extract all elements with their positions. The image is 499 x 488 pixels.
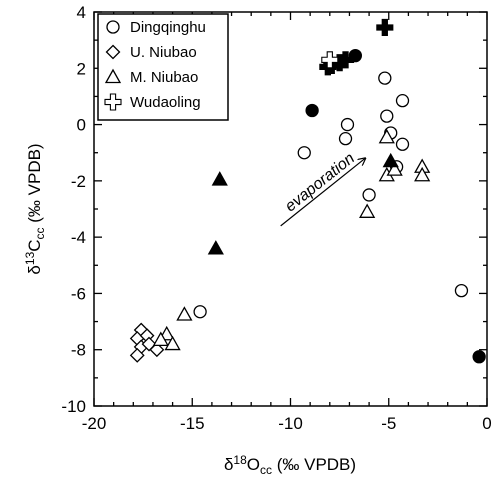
circle-point bbox=[395, 94, 410, 108]
circle-point bbox=[362, 188, 376, 202]
triangle-point bbox=[378, 128, 395, 144]
diamond-point bbox=[129, 347, 145, 363]
triangle-point bbox=[152, 331, 169, 347]
annotation-label: evaporation bbox=[282, 150, 358, 216]
x-tick-label: 0 bbox=[482, 414, 491, 433]
x-axis-title-sub: cc bbox=[260, 463, 272, 477]
circle-point bbox=[305, 103, 319, 118]
triangle-point bbox=[211, 171, 228, 186]
legend-label: U. Niubao bbox=[130, 44, 197, 61]
triangle-point bbox=[382, 152, 399, 168]
y-tick-label: -4 bbox=[71, 228, 86, 247]
circle-point bbox=[297, 146, 311, 160]
cross-point bbox=[376, 18, 394, 37]
annotation-layer: evaporation bbox=[280, 150, 365, 227]
x-axis-title-post: (‰ VPDB) bbox=[272, 455, 356, 474]
triangle-point bbox=[176, 306, 193, 321]
circle-point bbox=[472, 350, 486, 364]
y-tick-label: 0 bbox=[77, 116, 86, 135]
x-tick-label: -15 bbox=[180, 414, 205, 433]
legend-cross-icon bbox=[104, 93, 122, 111]
y-axis-title-pre: δ bbox=[25, 265, 44, 274]
cross-point bbox=[321, 51, 339, 69]
y-axis-title: δ13Ccc (‰ VPDB) bbox=[23, 143, 47, 274]
data-points bbox=[129, 18, 486, 364]
legend-label: M. Niubao bbox=[130, 69, 198, 86]
diamond-point bbox=[149, 342, 165, 358]
triangle-point bbox=[359, 203, 376, 218]
legend-circle-icon bbox=[106, 20, 120, 34]
circle-point bbox=[454, 283, 469, 298]
y-tick-label: -2 bbox=[71, 172, 86, 191]
y-tick-label: 4 bbox=[77, 3, 86, 22]
y-tick-label: -6 bbox=[71, 284, 86, 303]
x-tick-label: -20 bbox=[82, 414, 107, 433]
circle-point bbox=[338, 131, 353, 146]
triangle-point bbox=[164, 335, 181, 351]
y-tick-label: 2 bbox=[77, 59, 86, 78]
triangle-point bbox=[414, 166, 431, 182]
triangle-point bbox=[386, 161, 403, 176]
x-axis-title-pre: δ bbox=[224, 455, 233, 474]
y-tick-label: -8 bbox=[71, 341, 86, 360]
circle-point bbox=[380, 109, 394, 123]
circle-point bbox=[340, 117, 355, 132]
y-axis-title-sup: 13 bbox=[23, 251, 37, 265]
legend-label: Dingqinghu bbox=[130, 19, 206, 36]
legend-diamond-icon bbox=[105, 44, 121, 60]
x-tick-label: -10 bbox=[278, 414, 303, 433]
circle-point bbox=[193, 305, 207, 319]
legend: Dingqinghu U. Niubao M. Niubao Wudaoling bbox=[97, 13, 229, 121]
y-axis-title-main: C bbox=[25, 239, 44, 251]
circle-point bbox=[378, 71, 392, 85]
circle-point bbox=[395, 137, 410, 151]
y-tick-label: -10 bbox=[61, 397, 86, 416]
triangle-point bbox=[207, 240, 224, 255]
evaporation-arrow bbox=[280, 158, 365, 227]
x-axis-title-sup: 18 bbox=[233, 453, 247, 467]
y-axis-title-sub: cc bbox=[33, 227, 47, 239]
x-axis-title-main: O bbox=[247, 455, 260, 474]
legend-label: Wudaoling bbox=[130, 94, 201, 111]
x-axis-title: δ18Occ (‰ VPDB) bbox=[224, 453, 356, 477]
x-tick-label: -5 bbox=[381, 414, 396, 433]
y-axis-title-post: (‰ VPDB) bbox=[25, 143, 44, 227]
legend-triangle-icon bbox=[104, 68, 122, 84]
